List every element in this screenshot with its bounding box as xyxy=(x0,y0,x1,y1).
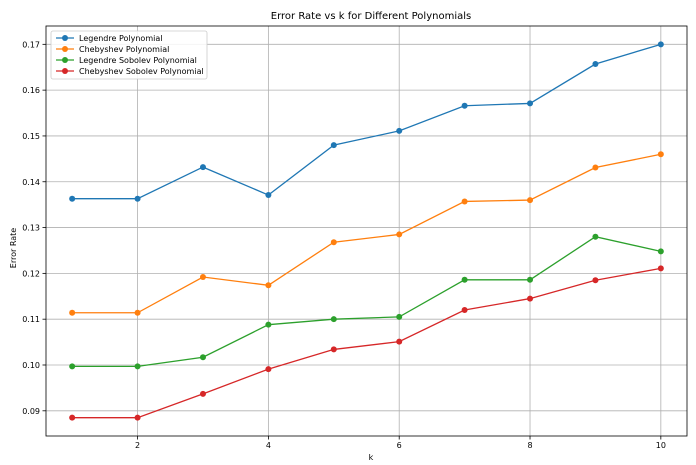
series-4 xyxy=(69,265,664,421)
data-point xyxy=(657,151,664,158)
data-point xyxy=(592,61,599,68)
legend-item: Legendre Polynomial xyxy=(56,34,162,43)
x-tick-label: 2 xyxy=(135,441,140,450)
data-point xyxy=(396,231,403,238)
data-point xyxy=(461,307,468,314)
data-point xyxy=(396,313,403,320)
x-tick-label: 4 xyxy=(266,441,271,450)
x-tick-label: 8 xyxy=(527,441,532,450)
data-point xyxy=(330,142,337,149)
x-tick-label: 10 xyxy=(656,441,666,450)
plot-area-frame xyxy=(45,25,688,437)
y-tick-label: 0.09 xyxy=(22,407,40,416)
data-point xyxy=(657,41,664,48)
legend-label: Chebyshev Sobolev Polynomial xyxy=(79,67,204,76)
y-tick-label: 0.17 xyxy=(22,40,40,49)
data-point xyxy=(461,198,468,205)
data-point xyxy=(330,346,337,353)
data-point xyxy=(330,316,337,323)
data-point xyxy=(69,195,76,202)
data-point xyxy=(134,195,141,202)
data-point xyxy=(592,233,599,240)
data-point xyxy=(527,197,534,204)
data-point xyxy=(199,164,206,171)
data-point xyxy=(69,309,76,316)
data-point xyxy=(592,164,599,171)
legend-item: Chebyshev Polynomial xyxy=(56,45,169,54)
y-axis-label: Error Rate xyxy=(9,228,18,268)
y-tick-label: 0.15 xyxy=(22,132,40,141)
x-tick-label: 6 xyxy=(397,441,402,450)
data-point xyxy=(265,192,272,199)
y-tick-label: 0.16 xyxy=(22,86,40,95)
data-point xyxy=(199,354,206,361)
data-point xyxy=(265,321,272,328)
series-1 xyxy=(69,41,664,202)
data-point xyxy=(134,414,141,421)
y-tick-label: 0.13 xyxy=(22,224,40,233)
legend-marker xyxy=(62,68,68,74)
data-point xyxy=(199,390,206,397)
series-line xyxy=(72,267,661,419)
y-tick-label: 0.12 xyxy=(22,269,40,278)
series-3 xyxy=(69,233,664,370)
y-tick-label: 0.10 xyxy=(22,361,40,370)
series-line xyxy=(72,236,661,368)
grid-lines xyxy=(46,26,687,436)
series-2 xyxy=(69,151,664,316)
series-line xyxy=(72,153,661,314)
legend-label: Legendre Polynomial xyxy=(79,34,162,43)
data-point xyxy=(69,414,76,421)
legend-item: Legendre Sobolev Polynomial xyxy=(56,56,197,65)
data-point xyxy=(265,366,272,373)
legend-item: Chebyshev Sobolev Polynomial xyxy=(56,67,204,76)
chart-title: Error Rate vs k for Different Polynomial… xyxy=(271,11,471,22)
y-tick-label: 0.14 xyxy=(22,178,40,187)
data-point xyxy=(527,295,534,302)
data-point xyxy=(69,363,76,370)
series-layer xyxy=(69,41,664,421)
data-point xyxy=(134,363,141,370)
series-line xyxy=(72,43,662,200)
data-point xyxy=(657,248,664,255)
legend-box xyxy=(50,30,208,80)
legend-label: Legendre Sobolev Polynomial xyxy=(79,56,197,65)
data-point xyxy=(134,309,141,316)
data-point xyxy=(330,239,337,246)
data-point xyxy=(265,282,272,289)
data-point xyxy=(396,127,403,134)
legend-marker xyxy=(62,35,68,41)
data-point xyxy=(527,276,534,283)
legend: Legendre Polynomial Chebyshev Polynomial L… xyxy=(50,30,208,80)
legend-marker xyxy=(62,46,68,52)
data-point xyxy=(461,276,468,283)
legend-label: Chebyshev Polynomial xyxy=(79,45,169,54)
data-point xyxy=(527,100,534,107)
data-point xyxy=(396,338,403,345)
data-point xyxy=(592,277,599,284)
data-point xyxy=(199,274,206,281)
x-axis-label: k xyxy=(369,453,374,461)
axis-ticks: 2 4 6 8 10 0.09 0.10 0.11 0.12 0.13 0.14 0.15 0.16 0.… xyxy=(22,40,666,450)
y-tick-label: 0.11 xyxy=(22,315,40,324)
data-point xyxy=(461,102,468,109)
legend-marker xyxy=(62,57,68,63)
data-point xyxy=(657,265,664,272)
